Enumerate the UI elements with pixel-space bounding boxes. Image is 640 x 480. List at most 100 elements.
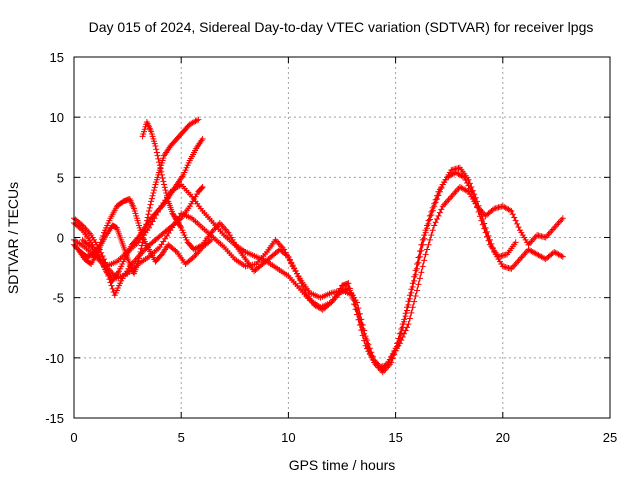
data-point-marker — [424, 246, 431, 253]
data-point-marker — [108, 282, 115, 289]
data-point-marker — [414, 287, 421, 294]
data-point-marker — [479, 216, 486, 223]
data-point-marker — [208, 236, 215, 243]
data-point-marker — [434, 216, 441, 223]
data-point-marker — [198, 184, 205, 191]
data-point-marker — [419, 263, 426, 270]
data-point-marker — [98, 236, 105, 243]
data-point-marker — [436, 209, 443, 216]
data-point-marker — [418, 269, 425, 276]
series-sat-track-f — [79, 135, 206, 284]
x-tick-label: 15 — [388, 430, 402, 445]
data-point-marker — [515, 224, 522, 231]
data-point-marker — [195, 116, 202, 123]
data-point-marker — [362, 333, 369, 340]
data-point-marker — [484, 228, 491, 235]
data-point-marker — [138, 242, 145, 249]
data-point-marker — [301, 286, 308, 293]
data-point-marker — [415, 259, 422, 266]
data-point-marker — [136, 255, 143, 262]
y-tick-label: -10 — [45, 351, 64, 366]
data-point-marker — [326, 300, 333, 307]
data-point-marker — [406, 295, 413, 302]
x-tick-label: 10 — [281, 430, 295, 445]
data-point-marker — [432, 219, 439, 226]
data-point-marker — [296, 277, 303, 284]
data-point-marker — [418, 247, 425, 254]
data-point-marker — [137, 248, 144, 255]
data-point-marker — [402, 313, 409, 320]
data-point-marker — [429, 207, 436, 214]
data-point-marker — [422, 229, 429, 236]
data-point-marker — [160, 178, 167, 185]
data-point-marker — [189, 254, 196, 261]
data-point-marker — [559, 253, 566, 260]
data-point-marker — [424, 225, 431, 232]
data-point-marker — [511, 214, 518, 221]
data-point-marker — [148, 198, 155, 205]
data-point-marker — [482, 224, 489, 231]
x-tick-label: 20 — [496, 430, 510, 445]
data-point-marker — [469, 187, 476, 194]
data-point-marker — [161, 184, 168, 191]
data-point-marker — [286, 256, 293, 263]
data-point-marker — [153, 149, 160, 156]
data-point-marker — [421, 257, 428, 264]
data-point-marker — [359, 332, 366, 339]
data-point-marker — [414, 265, 421, 272]
data-point-marker — [426, 236, 433, 243]
data-point-marker — [94, 248, 101, 255]
chart-title: Day 015 of 2024, Sidereal Day-to-day VTE… — [89, 19, 594, 35]
data-point-marker — [176, 216, 183, 223]
data-point-marker — [293, 270, 300, 277]
data-point-marker — [415, 254, 422, 261]
data-point-marker — [368, 349, 375, 356]
data-point-marker — [172, 247, 179, 254]
data-point-marker — [289, 262, 296, 269]
data-point-marker — [163, 189, 170, 196]
data-point-marker — [415, 281, 422, 288]
data-point-marker — [193, 117, 200, 124]
data-point-marker — [416, 275, 423, 282]
data-point-marker — [506, 207, 513, 214]
data-point-marker — [162, 187, 169, 194]
data-point-marker — [468, 183, 475, 190]
data-point-marker — [396, 340, 403, 347]
data-point-marker — [136, 252, 143, 259]
y-tick-label: 10 — [50, 110, 64, 125]
axis-ticks: 0 5 10 15 20 25 -15 -10 -5 0 5 10 15 — [45, 50, 617, 445]
y-axis-label: SDTVAR / TECUs — [5, 182, 21, 294]
data-point-marker — [283, 252, 290, 259]
data-point-marker — [412, 293, 419, 300]
data-point-marker — [429, 227, 436, 234]
data-point-marker — [409, 283, 416, 290]
data-point-marker — [99, 252, 106, 259]
data-point-marker — [411, 277, 418, 284]
y-tick-label: -15 — [45, 411, 64, 426]
data-point-marker — [78, 226, 85, 233]
data-point-marker — [148, 195, 155, 202]
y-tick-label: 5 — [57, 170, 64, 185]
data-point-marker — [508, 208, 515, 215]
data-point-marker — [366, 345, 373, 352]
x-axis-label: GPS time / hours — [289, 457, 396, 473]
data-point-marker — [405, 321, 412, 328]
data-point-marker — [96, 242, 103, 249]
data-point-marker — [428, 232, 435, 239]
y-tick-label: -5 — [52, 291, 64, 306]
data-point-marker — [364, 337, 371, 344]
data-point-marker — [97, 239, 104, 246]
data-point-marker — [356, 310, 363, 317]
data-point-marker — [426, 216, 433, 223]
series-sat-track-c — [139, 118, 566, 373]
data-point-marker — [512, 217, 519, 224]
data-point-marker — [398, 329, 405, 336]
data-point-marker — [352, 306, 359, 313]
data-point-marker — [299, 283, 306, 290]
data-point-marker — [425, 241, 432, 248]
x-tick-label: 5 — [178, 430, 185, 445]
data-point-marker — [404, 324, 411, 331]
data-point-marker — [401, 330, 408, 337]
data-point-marker — [285, 253, 292, 260]
data-point-marker — [147, 201, 154, 208]
